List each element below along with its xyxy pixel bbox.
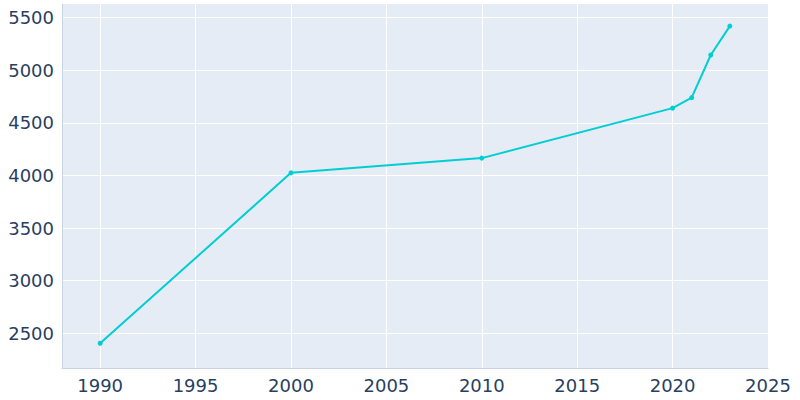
svg-text:5500: 5500 bbox=[8, 7, 54, 28]
svg-text:4000: 4000 bbox=[8, 165, 54, 186]
svg-text:2005: 2005 bbox=[363, 375, 409, 396]
svg-text:1995: 1995 bbox=[173, 375, 219, 396]
svg-text:1990: 1990 bbox=[77, 375, 123, 396]
svg-text:2015: 2015 bbox=[554, 375, 600, 396]
svg-text:2010: 2010 bbox=[459, 375, 505, 396]
svg-text:4500: 4500 bbox=[8, 112, 54, 133]
svg-text:3000: 3000 bbox=[8, 270, 54, 291]
svg-text:2025: 2025 bbox=[745, 375, 791, 396]
svg-text:5000: 5000 bbox=[8, 60, 54, 81]
svg-text:2500: 2500 bbox=[8, 323, 54, 344]
svg-text:2000: 2000 bbox=[268, 375, 314, 396]
svg-text:2020: 2020 bbox=[650, 375, 696, 396]
svg-text:3500: 3500 bbox=[8, 218, 54, 239]
